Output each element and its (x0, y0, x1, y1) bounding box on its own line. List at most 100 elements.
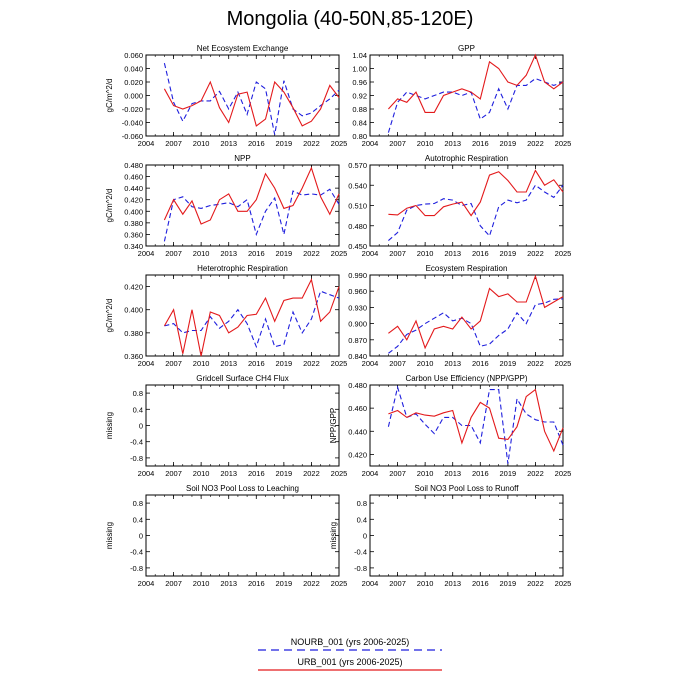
y-tick-label: 0.360 (124, 352, 143, 361)
x-tick-label: 2022 (527, 139, 544, 148)
x-tick-label: 2007 (389, 249, 406, 258)
chart-5: Heterotrophic Respiration 2004 2007 2010 201… (105, 264, 347, 368)
series-line-nourb-001 (387, 385, 564, 464)
data-point (471, 425, 472, 426)
x-tick-label: 2013 (220, 579, 237, 588)
chart-9: Soil NO3 Pool Loss to Leaching 2004 2007 20… (105, 484, 347, 588)
x-tick-label: 2007 (165, 249, 182, 258)
data-point (425, 424, 426, 425)
x-tick-label: 2022 (303, 249, 320, 258)
y-tick-label: 0.440 (348, 427, 367, 436)
data-point (237, 94, 238, 95)
x-tick-label: 2025 (555, 249, 572, 258)
data-point (388, 132, 389, 133)
chart-7: Gridcell Surface CH4 Flux 2004 2007 2010 201… (105, 374, 347, 478)
data-point (265, 211, 266, 212)
x-tick-label: 2025 (331, 579, 348, 588)
y-tick-label: 0.570 (348, 161, 367, 170)
y-tick-label: 0.990 (348, 271, 367, 280)
data-point (397, 410, 398, 411)
y-tick-label: 1.00 (352, 65, 367, 74)
data-point (228, 122, 229, 123)
data-point (247, 92, 248, 93)
data-point (535, 419, 536, 420)
data-point (425, 415, 426, 416)
data-point (256, 199, 257, 200)
data-point (397, 346, 398, 347)
data-point (237, 309, 238, 310)
data-point (283, 80, 284, 81)
data-point (415, 92, 416, 93)
data-point (228, 193, 229, 194)
data-point (443, 312, 444, 313)
x-tick-label: 2010 (417, 579, 434, 588)
data-point (191, 309, 192, 310)
chart-title: Autotrophic Respiration (425, 154, 508, 163)
data-point (498, 296, 499, 297)
data-point (274, 197, 275, 198)
data-point (562, 191, 563, 192)
data-point (507, 293, 508, 294)
data-point (311, 193, 312, 194)
data-point (507, 328, 508, 329)
data-point (182, 214, 183, 215)
legend-label-nourb: NOURB_001 (yrs 2006-2025) (290, 637, 410, 647)
x-tick-label: 2007 (165, 469, 182, 478)
x-tick-label: 2010 (193, 139, 210, 148)
data-point (425, 112, 426, 113)
plot-frame (145, 384, 340, 467)
y-tick-label: 0.020 (124, 78, 143, 87)
series-line-urb-001 (163, 80, 340, 127)
plot-frame (369, 54, 564, 137)
data-point (247, 114, 248, 115)
data-point (274, 321, 275, 322)
data-point (507, 180, 508, 181)
data-point (461, 202, 462, 203)
data-point (182, 108, 183, 109)
data-point (191, 105, 192, 106)
data-point (434, 95, 435, 96)
data-point (338, 90, 339, 91)
y-axis-label: gC/m^2/d (105, 79, 114, 113)
series-line-nourb-001 (388, 298, 564, 354)
y-axis-label: gC/m^2/d (105, 189, 114, 223)
data-point (535, 54, 536, 55)
data-point (302, 298, 303, 299)
x-tick-label: 2007 (389, 359, 406, 368)
plot-frame (145, 494, 340, 577)
y-tick-label: 0.360 (124, 230, 143, 239)
data-point (201, 330, 202, 331)
data-point (553, 85, 554, 86)
data-point (434, 215, 435, 216)
data-point (443, 326, 444, 327)
y-tick-label: 0.340 (124, 242, 143, 251)
x-tick-label: 2007 (389, 469, 406, 478)
y-tick-label: 0.80 (352, 132, 367, 141)
data-point (191, 103, 192, 104)
y-tick-label: 0.440 (124, 184, 143, 193)
y-tick-label: 0.460 (348, 404, 367, 413)
data-point (471, 215, 472, 216)
x-tick-label: 2007 (165, 359, 182, 368)
x-tick-label: 2004 (138, 579, 155, 588)
data-point (219, 315, 220, 316)
data-point (311, 279, 312, 280)
chart-title: Gridcell Surface CH4 Flux (196, 374, 288, 383)
data-point (535, 304, 536, 305)
data-point (471, 323, 472, 324)
y-tick-label: -0.8 (354, 564, 367, 573)
data-point (461, 425, 462, 426)
data-point (507, 81, 508, 82)
x-tick-label: 2016 (472, 359, 489, 368)
x-tick-label: 2016 (248, 469, 265, 478)
data-point (274, 188, 275, 189)
chart-title: GPP (458, 44, 475, 53)
data-point (182, 353, 183, 354)
data-point (292, 298, 293, 299)
data-point (544, 431, 545, 432)
x-tick-label: 2004 (138, 249, 155, 258)
x-tick-label: 2025 (331, 359, 348, 368)
chart-title: Soil NO3 Pool Loss to Runoff (415, 484, 520, 493)
y-tick-label: 0.380 (124, 219, 143, 228)
x-tick-label: 2016 (472, 469, 489, 478)
